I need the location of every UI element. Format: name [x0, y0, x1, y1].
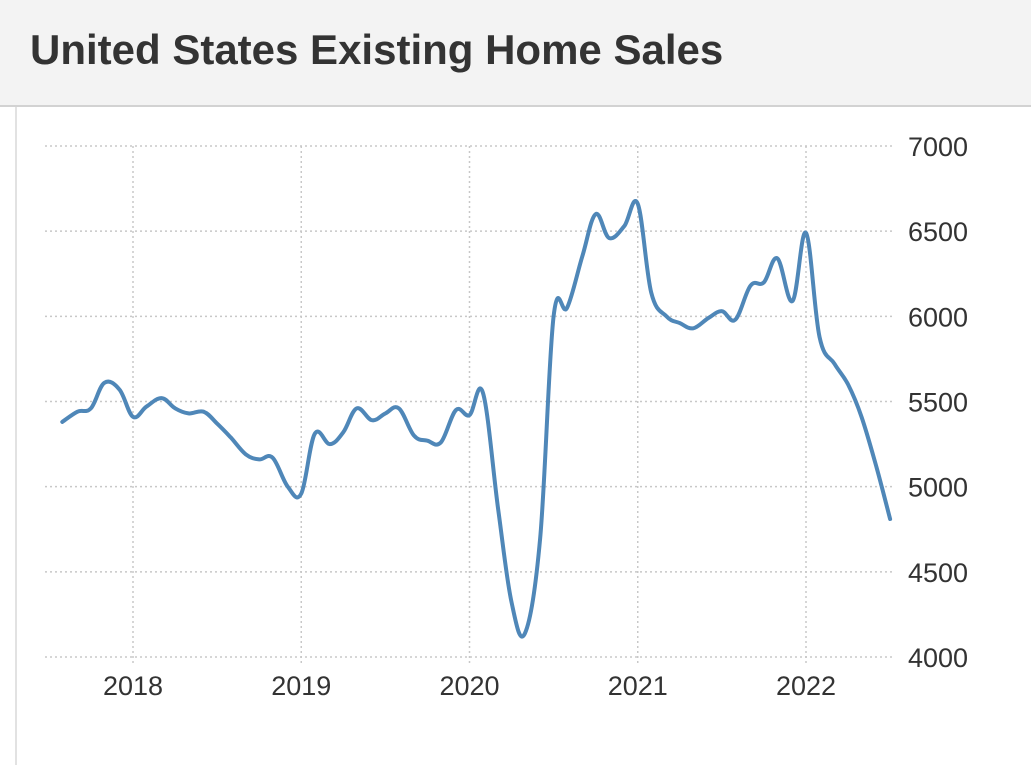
y-tick-label: 7000: [908, 132, 968, 162]
x-tick-label: 2018: [103, 671, 163, 701]
x-axis-tick-labels: 2018 2019 2020 2021 2022: [103, 671, 836, 701]
y-tick-label: 5500: [908, 388, 968, 418]
y-tick-label: 4500: [908, 558, 968, 588]
x-tick-label: 2022: [776, 671, 836, 701]
chart-title: United States Existing Home Sales: [30, 26, 724, 73]
y-tick-label: 5000: [908, 473, 968, 503]
x-gridlines: [132, 146, 807, 665]
x-tick-label: 2020: [439, 671, 499, 701]
series-group: [60, 199, 893, 639]
y-tick-label: 6500: [908, 217, 968, 247]
series-line: [60, 199, 893, 639]
x-tick-label: 2021: [608, 671, 668, 701]
y-tick-label: 6000: [908, 302, 968, 332]
chart-header: United States Existing Home Sales: [0, 0, 1031, 107]
y-axis-tick-labels: 4000 4500 5000 5500 6000 6500 7000: [908, 132, 968, 673]
x-tick-label: 2019: [271, 671, 331, 701]
left-divider: [15, 107, 17, 765]
y-tick-label: 4000: [908, 643, 968, 673]
y-gridlines: [45, 145, 892, 658]
